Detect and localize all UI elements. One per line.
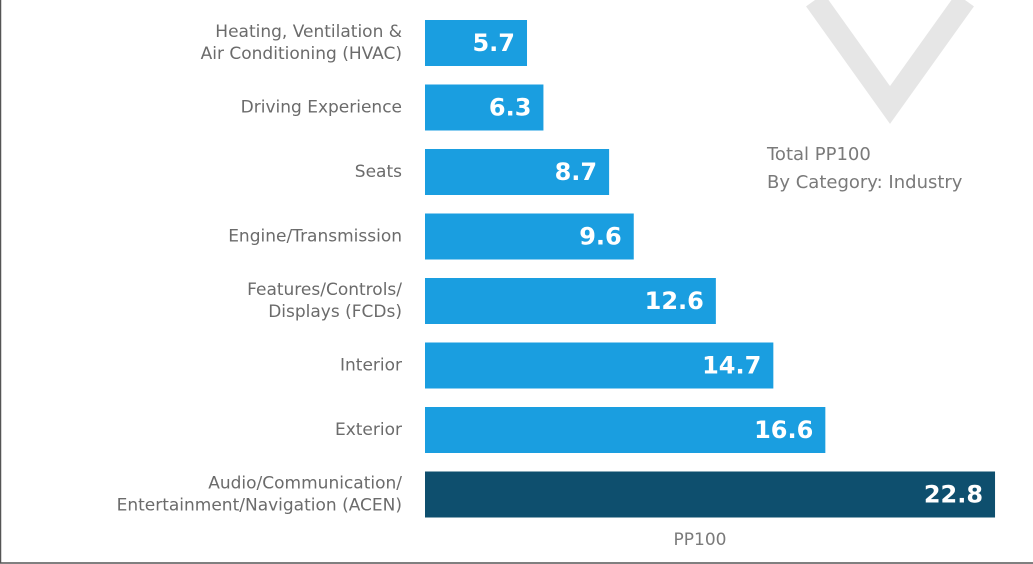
value-label: 22.8 (924, 481, 983, 509)
bar (425, 471, 996, 518)
category-label: Driving Experience (241, 98, 402, 118)
bar (425, 149, 610, 195)
category-label: Audio/Communication/Entertainment/Naviga… (117, 474, 403, 516)
background-chevron (806, 0, 974, 124)
category-label: Engine/Transmission (228, 227, 402, 247)
bar (425, 407, 826, 453)
value-label: 16.6 (754, 416, 813, 444)
value-label: 5.7 (472, 29, 515, 57)
value-label: 8.7 (555, 158, 598, 186)
category-label: Exterior (335, 420, 402, 440)
value-label: 9.6 (579, 223, 622, 251)
value-label: 14.7 (702, 352, 761, 380)
bar (425, 342, 774, 389)
annotation: Total PP100 By Category: Industry (766, 144, 963, 193)
bar (425, 20, 528, 66)
bar (425, 278, 716, 324)
category-label: Seats (355, 162, 402, 182)
category-label: Heating, Ventilation & Air Conditioning (… (201, 22, 402, 64)
value-label: 12.6 (645, 287, 704, 315)
category-label: Interior (340, 356, 402, 376)
category-label: Features/Controls/Displays (FCDs) (247, 280, 402, 322)
bar (425, 213, 634, 260)
bar (425, 84, 544, 131)
x-axis-label: PP100 (674, 530, 727, 550)
value-label: 6.3 (489, 94, 532, 122)
